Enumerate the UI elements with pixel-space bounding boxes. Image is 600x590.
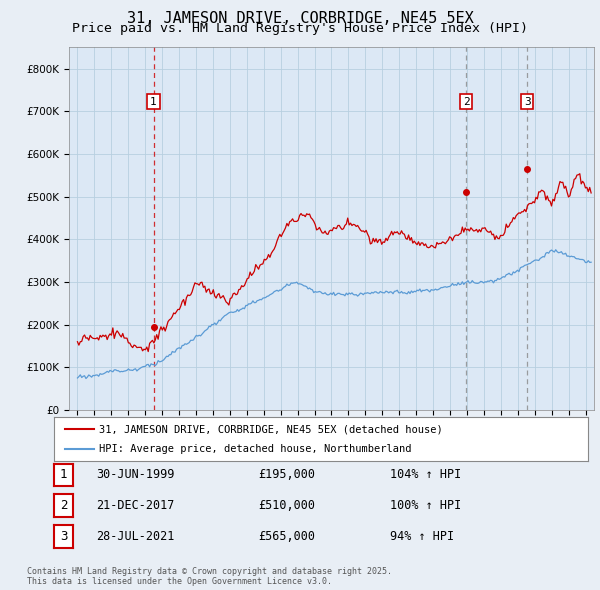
Text: This data is licensed under the Open Government Licence v3.0.: This data is licensed under the Open Gov… [27,576,332,586]
Text: 94% ↑ HPI: 94% ↑ HPI [390,530,454,543]
Text: 28-JUL-2021: 28-JUL-2021 [96,530,175,543]
Text: £510,000: £510,000 [258,499,315,512]
Text: 30-JUN-1999: 30-JUN-1999 [96,468,175,481]
Text: HPI: Average price, detached house, Northumberland: HPI: Average price, detached house, Nort… [100,444,412,454]
Text: 21-DEC-2017: 21-DEC-2017 [96,499,175,512]
Text: 1: 1 [150,97,157,107]
Text: 2: 2 [60,499,67,512]
Text: 104% ↑ HPI: 104% ↑ HPI [390,468,461,481]
Text: 31, JAMESON DRIVE, CORBRIDGE, NE45 5EX (detached house): 31, JAMESON DRIVE, CORBRIDGE, NE45 5EX (… [100,424,443,434]
Text: £195,000: £195,000 [258,468,315,481]
Text: 3: 3 [60,530,67,543]
Text: £565,000: £565,000 [258,530,315,543]
Text: 31, JAMESON DRIVE, CORBRIDGE, NE45 5EX: 31, JAMESON DRIVE, CORBRIDGE, NE45 5EX [127,11,473,25]
Text: 2: 2 [463,97,470,107]
Text: Contains HM Land Registry data © Crown copyright and database right 2025.: Contains HM Land Registry data © Crown c… [27,566,392,576]
Text: Price paid vs. HM Land Registry's House Price Index (HPI): Price paid vs. HM Land Registry's House … [72,22,528,35]
Text: 100% ↑ HPI: 100% ↑ HPI [390,499,461,512]
Text: 1: 1 [60,468,67,481]
Text: 3: 3 [524,97,530,107]
